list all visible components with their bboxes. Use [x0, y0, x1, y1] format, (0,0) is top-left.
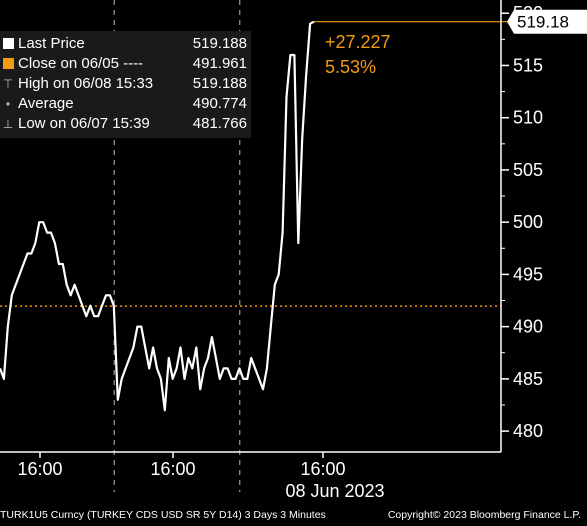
legend-row-low: ⊥ Low on 06/07 15:39 481.766	[0, 114, 251, 134]
legend-label: Last Price	[18, 35, 85, 52]
legend-row-close: Close on 06/05 ---- 491.961	[0, 54, 251, 74]
high-marker-icon: ⊤	[2, 77, 14, 91]
square-swatch-icon	[2, 37, 14, 51]
x-tick-label: 16:00	[150, 459, 195, 479]
y-tick-label: 490	[513, 317, 543, 337]
legend-label: Close on 06/05 ----	[18, 55, 144, 72]
footer-copyright: Copyright© 2023 Bloomberg Finance L.P.	[387, 509, 581, 521]
last-price-tag: 519.18	[507, 9, 587, 34]
x-axis-ticks: 16:00 16:00 16:00	[17, 452, 346, 479]
legend-value: 491.961	[192, 55, 247, 72]
legend-value: 481.766	[192, 115, 247, 132]
footer-source: TURK1U5 Curncy (TURKEY CDS USD SR 5Y D14…	[0, 509, 326, 521]
last-price-tag-label: 519.18	[517, 13, 569, 32]
percent-annotation: 5.53%	[325, 57, 376, 77]
price-series-line	[0, 20, 315, 412]
low-marker-icon: ⊥	[2, 117, 14, 131]
y-tick-label: 505	[513, 160, 543, 180]
legend-label: Low on 06/07 15:39	[18, 115, 150, 132]
legend-row-high: ⊤ High on 06/08 15:33 519.188	[0, 74, 251, 94]
legend-value: 490.774	[192, 95, 247, 112]
y-tick-label: 495	[513, 264, 543, 284]
y-tick-label: 500	[513, 212, 543, 232]
legend-label: Average	[18, 95, 74, 112]
average-marker-icon: •	[5, 97, 11, 111]
y-tick-label: 480	[513, 421, 543, 441]
legend-row-average: • Average 490.774	[0, 94, 251, 114]
y-tick-label: 515	[513, 55, 543, 75]
x-axis-date-label: 08 Jun 2023	[285, 481, 384, 501]
legend-value: 519.188	[192, 35, 247, 52]
legend: Last Price 519.188 Close on 06/05 ---- 4…	[0, 31, 251, 138]
x-tick-label: 16:00	[17, 459, 62, 479]
y-axis-ticks: 480485490495500505510515520	[501, 3, 543, 441]
x-tick-label: 16:00	[300, 459, 345, 479]
legend-value: 519.188	[192, 75, 247, 92]
footer: TURK1U5 Curncy (TURKEY CDS USD SR 5Y D14…	[0, 506, 587, 526]
y-tick-label: 485	[513, 369, 543, 389]
legend-row-last-price: Last Price 519.188	[0, 34, 251, 54]
square-swatch-icon	[2, 57, 14, 71]
legend-label: High on 06/08 15:33	[18, 75, 154, 92]
change-annotation: +27.227	[325, 32, 391, 52]
y-tick-label: 510	[513, 108, 543, 128]
